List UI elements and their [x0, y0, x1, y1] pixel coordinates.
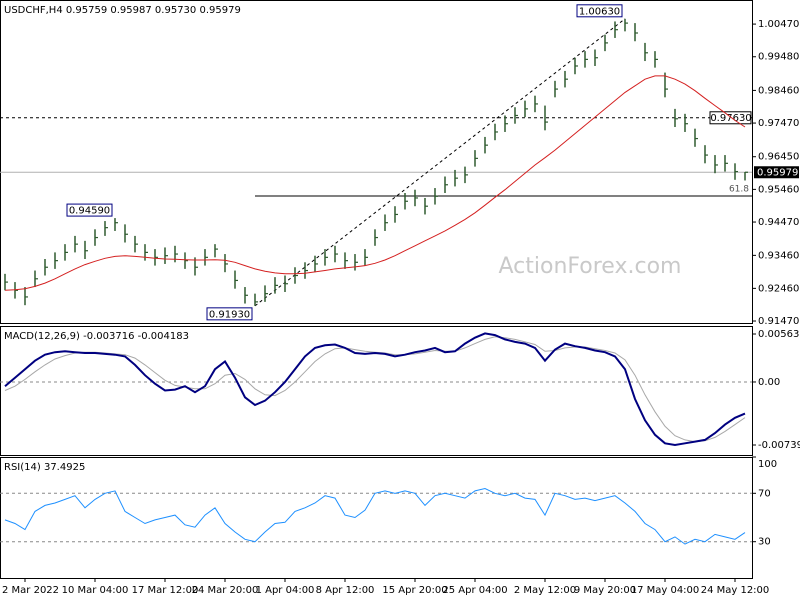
swing-label: 0.94590: [69, 206, 110, 217]
y-tick-label: 0.94470: [758, 217, 799, 228]
fib-label: 61.8: [729, 184, 749, 194]
y-tick-label: 0.99480: [758, 52, 799, 63]
panel-frame: [0, 0, 753, 324]
x-tick-label: 2 May 12:00: [514, 585, 576, 596]
panel-frame: [0, 457, 753, 579]
panel-title: MACD(12,26,9) -0.003716 -0.004183: [4, 331, 189, 342]
trend-line: [254, 18, 626, 307]
watermark: ActionForex.com: [499, 254, 682, 279]
y-tick-label: 70: [758, 488, 771, 499]
x-tick-label: 2 Mar 2022: [2, 585, 59, 596]
y-tick-label: 0.95460: [758, 184, 799, 195]
panel-title: USDCHF,H4 0.95759 0.95987 0.95730 0.9597…: [4, 5, 241, 16]
y-tick-label: 1.00470: [758, 19, 799, 30]
x-tick-label: 17 Mar 12:00: [132, 585, 199, 596]
x-tick-label: 8 Apr 12:00: [316, 585, 375, 596]
y-tick-label: 0.005632: [758, 329, 800, 340]
swing-label-box: [206, 307, 253, 321]
swing-label-box: [66, 203, 113, 217]
y-tick-label: -0.007395: [758, 440, 800, 451]
swing-label: 1.00630: [579, 6, 620, 17]
x-tick-label: 25 Apr 04:00: [442, 585, 507, 596]
x-tick-label: 10 Mar 04:00: [62, 585, 129, 596]
y-tick-label: 0.93460: [758, 250, 799, 261]
moving-average: [4, 75, 746, 291]
rsi-line: [4, 487, 746, 545]
level-label: 0.97630: [710, 113, 751, 124]
x-tick-label: 24 Mar 20:00: [192, 585, 259, 596]
y-tick-label: 0.00: [758, 377, 780, 388]
y-tick-label: 100: [758, 459, 777, 470]
x-tick-label: 9 May 20:00: [574, 585, 636, 596]
swing-label: 0.91930: [209, 309, 250, 320]
y-tick-label: 0.98460: [758, 85, 799, 96]
y-tick-label: 0.96450: [758, 152, 799, 163]
x-tick-label: 15 Apr 20:00: [382, 585, 447, 596]
swing-label-box: [576, 4, 623, 18]
x-tick-label: 17 May 04:00: [631, 585, 700, 596]
panel-title: RSI(14) 37.4925: [4, 462, 85, 473]
y-tick-label: 0.91470: [758, 316, 799, 327]
x-tick-label: 1 Apr 04:00: [256, 585, 315, 596]
y-tick-label: 0.92460: [758, 283, 799, 294]
level-label-box: [709, 111, 752, 125]
current-price-box: [754, 166, 799, 179]
x-tick-label: 24 May 12:00: [701, 585, 770, 596]
current-price-label: 0.95979: [757, 167, 798, 178]
y-tick-label: 30: [758, 537, 771, 548]
panel-frame: [0, 326, 753, 456]
macd-line: [4, 332, 746, 447]
y-tick-label: 0.97470: [758, 118, 799, 129]
